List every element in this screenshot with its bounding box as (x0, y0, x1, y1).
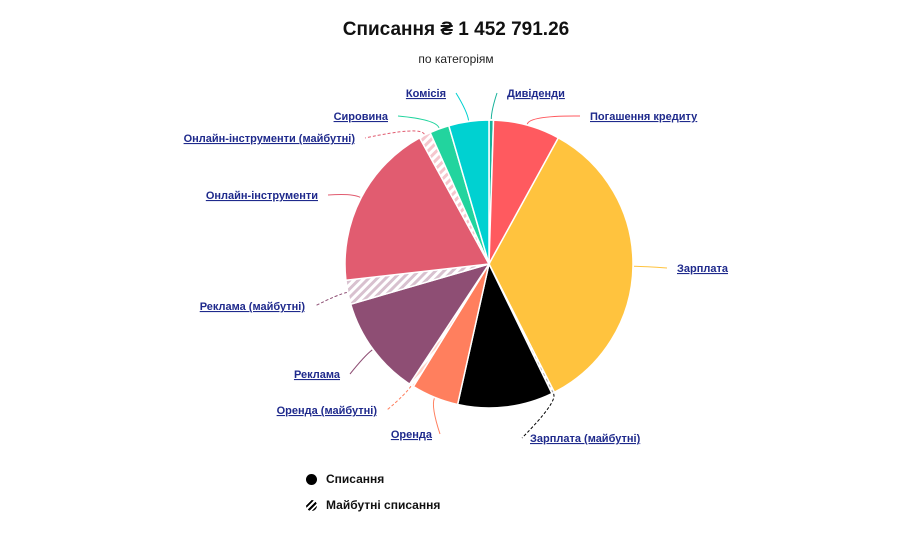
slice-label-4[interactable]: Оренда (391, 429, 433, 441)
slice-label-5[interactable]: Оренда (майбутні) (277, 405, 378, 417)
legend-label: Майбутні списання (326, 498, 441, 512)
pie-slice-2[interactable] (488, 136, 634, 394)
slice-label-6[interactable]: Реклама (294, 369, 341, 381)
legend-item-write-offs[interactable]: Списання (306, 466, 440, 492)
legend-item-future-write-offs[interactable]: Майбутні списання (306, 492, 440, 518)
leader-line-8 (327, 193, 361, 198)
chart-subtitle: по категоріям (418, 52, 494, 66)
slice-label-9[interactable]: Онлайн-інструменти (майбутні) (184, 133, 356, 145)
leader-line-1 (526, 115, 581, 125)
slice-label-10[interactable]: Сировина (334, 111, 389, 123)
leader-line-6 (349, 349, 373, 375)
slice-label-11[interactable]: Комісія (406, 88, 446, 100)
leader-line-10 (397, 115, 440, 129)
slice-label-1[interactable]: Погашення кредиту (590, 111, 698, 123)
leader-line-4 (432, 398, 441, 435)
leader-line-3 (521, 393, 555, 439)
slice-label-3[interactable]: Зарплата (майбутні) (530, 433, 641, 445)
slice-label-0[interactable]: Дивіденди (507, 88, 565, 100)
pie-slice-12[interactable] (447, 119, 490, 265)
hatched-dot-icon (306, 499, 317, 511)
chart-title: Списання ₴ 1 452 791.26 (342, 19, 570, 40)
leader-line-9 (364, 130, 425, 139)
pie-slice-9[interactable] (344, 136, 491, 282)
leader-line-11 (455, 92, 470, 121)
leader-line-7 (314, 292, 347, 307)
slice-label-8[interactable]: Онлайн-інструменти (206, 190, 318, 202)
leader-line-0 (490, 92, 498, 120)
legend: Списання Майбутні списання (306, 466, 440, 518)
pie-slice-7[interactable] (349, 262, 491, 386)
solid-dot-icon (306, 473, 317, 485)
slice-label-7[interactable]: Реклама (майбутні) (200, 301, 306, 313)
legend-label: Списання (326, 472, 385, 486)
leader-line-2 (633, 265, 668, 269)
leader-line-5 (386, 385, 412, 411)
slice-label-2[interactable]: Зарплата (677, 263, 729, 275)
